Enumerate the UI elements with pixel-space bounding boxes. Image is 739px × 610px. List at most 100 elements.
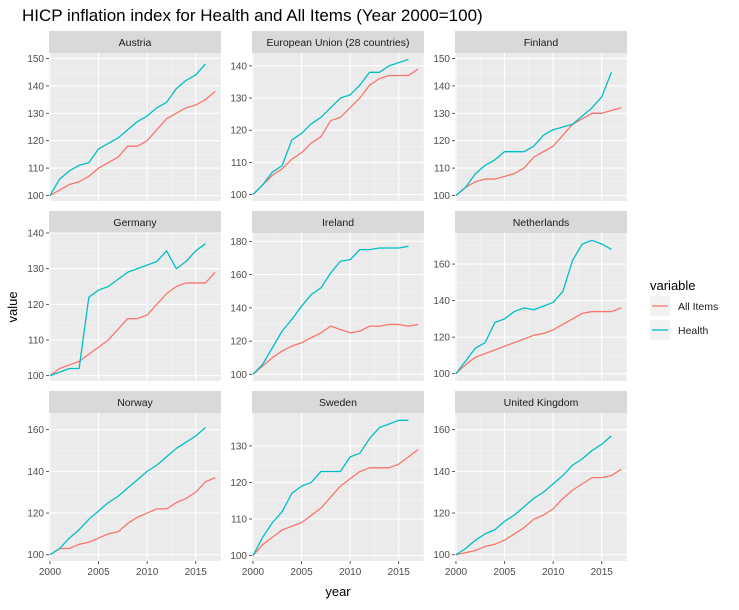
- series-line-health: [455, 239, 612, 375]
- x-tick-label: 2010: [339, 567, 362, 578]
- series-line-health: [49, 63, 206, 196]
- y-tick-label: 120: [27, 300, 44, 311]
- panel-sweden: Sweden 100 110 120 130 2000 2005 2010 2015: [230, 391, 424, 578]
- legend-label-health: Health: [678, 325, 709, 337]
- legend-title: variable: [650, 278, 696, 293]
- x-tick-label: 2015: [388, 567, 411, 578]
- y-tick-label: 100: [433, 191, 450, 202]
- strip-label: European Union (28 countries): [266, 37, 409, 49]
- series-line-all-items: [252, 449, 419, 556]
- y-tick-label: 120: [433, 136, 450, 147]
- series-line-health: [252, 245, 409, 375]
- strip-united-kingdom: [455, 391, 627, 413]
- chart-title: HICP inflation index for Health and All …: [22, 6, 483, 25]
- x-tick-label: 2005: [493, 567, 516, 578]
- strip-label: Finland: [524, 37, 559, 49]
- strip-label: Ireland: [322, 217, 354, 229]
- panel-united-kingdom: United Kingdom 100 120 140 160 2000 2005 2010 20…: [433, 391, 627, 578]
- x-tick-label: 2000: [242, 567, 265, 578]
- y-tick-label: 150: [27, 54, 44, 65]
- series-line-all-items: [49, 271, 216, 377]
- y-tick-label: 160: [27, 425, 44, 436]
- y-tick-label: 130: [230, 94, 247, 105]
- y-tick-label: 100: [27, 371, 44, 382]
- series-line-health: [252, 58, 409, 196]
- panel-norway: Norway 100 120 140 160 2000 2005 2010 2015: [27, 391, 221, 578]
- facet-panels: Austria 100 110 120 130 140 150 European Union …: [27, 31, 627, 578]
- strip-austria: [49, 31, 221, 53]
- y-tick-label: 110: [231, 158, 247, 169]
- y-tick-label: 180: [230, 237, 247, 248]
- y-tick-label: 150: [433, 54, 450, 65]
- strip-finland: [455, 31, 627, 53]
- x-tick-label: 2005: [87, 567, 110, 578]
- x-tick-label: 2000: [445, 567, 468, 578]
- series-line-all-items: [252, 68, 419, 196]
- y-tick-label: 140: [27, 467, 44, 478]
- panel-background: [49, 233, 221, 381]
- strip-ireland: [252, 211, 424, 233]
- strip-label: Sweden: [319, 397, 357, 409]
- y-tick-label: 120: [230, 337, 247, 348]
- strip-label: Norway: [117, 397, 153, 409]
- x-tick-label: 2015: [185, 567, 208, 578]
- y-tick-label: 120: [433, 333, 450, 344]
- panel-netherlands: Netherlands 100 120 140 160: [433, 211, 627, 381]
- strip-netherlands: [455, 211, 627, 233]
- series-line-health: [455, 71, 613, 197]
- y-tick-label: 120: [433, 509, 450, 520]
- y-tick-label: 130: [27, 109, 44, 120]
- series-line-all-items: [455, 468, 622, 556]
- series-line-health: [49, 243, 206, 377]
- panel-finland: Finland 100 110 120 130 140 150: [433, 31, 627, 202]
- strip-label: Netherlands: [513, 217, 570, 229]
- y-tick-label: 140: [433, 467, 450, 478]
- y-tick-label: 110: [28, 335, 44, 346]
- y-tick-label: 140: [27, 229, 44, 240]
- y-tick-label: 130: [433, 109, 450, 120]
- series-line-all-items: [49, 90, 216, 197]
- x-tick-label: 2005: [290, 567, 313, 578]
- series-line-health: [252, 419, 409, 556]
- y-tick-label: 160: [230, 270, 247, 281]
- strip-european-union-28-countries: [252, 31, 424, 53]
- y-tick-label: 100: [230, 551, 247, 562]
- series-line-health: [49, 427, 206, 556]
- panel-ireland: Ireland 100 120 140 160 180: [230, 211, 424, 381]
- panel-germany: Germany 100 110 120 130 140: [27, 211, 221, 382]
- y-tick-label: 130: [27, 264, 44, 275]
- y-tick-label: 100: [27, 191, 44, 202]
- y-tick-label: 100: [230, 190, 247, 201]
- x-axis-title: year: [325, 584, 351, 599]
- legend: variable All Items Health: [650, 278, 718, 340]
- strip-norway: [49, 391, 221, 413]
- y-tick-label: 120: [27, 509, 44, 520]
- strip-germany: [49, 211, 221, 233]
- series-line-all-items: [252, 323, 419, 375]
- y-tick-label: 160: [433, 260, 450, 271]
- series-line-health: [455, 435, 612, 556]
- panel-background: [252, 53, 424, 201]
- legend-label-all-items: All Items: [678, 301, 718, 313]
- y-tick-label: 140: [230, 303, 247, 314]
- y-tick-label: 140: [230, 61, 247, 72]
- y-tick-label: 100: [230, 370, 247, 381]
- series-line-all-items: [455, 107, 622, 197]
- strip-label: United Kingdom: [504, 397, 579, 409]
- y-tick-label: 100: [27, 550, 44, 561]
- series-line-all-items: [455, 307, 622, 375]
- x-tick-label: 2000: [39, 567, 62, 578]
- y-tick-label: 140: [433, 81, 450, 92]
- y-tick-label: 130: [230, 441, 247, 452]
- strip-label: Germany: [113, 217, 157, 229]
- y-tick-label: 120: [27, 136, 44, 147]
- strip-sweden: [252, 391, 424, 413]
- strip-label: Austria: [119, 37, 152, 49]
- panel-background: [455, 413, 627, 561]
- y-tick-label: 160: [433, 425, 450, 436]
- x-tick-label: 2015: [591, 567, 614, 578]
- panel-european-union-28-countries: European Union (28 countries) 100 110 120 13…: [230, 31, 424, 201]
- y-tick-label: 140: [27, 81, 44, 92]
- x-tick-label: 2010: [542, 567, 565, 578]
- y-axis-title: value: [5, 291, 20, 322]
